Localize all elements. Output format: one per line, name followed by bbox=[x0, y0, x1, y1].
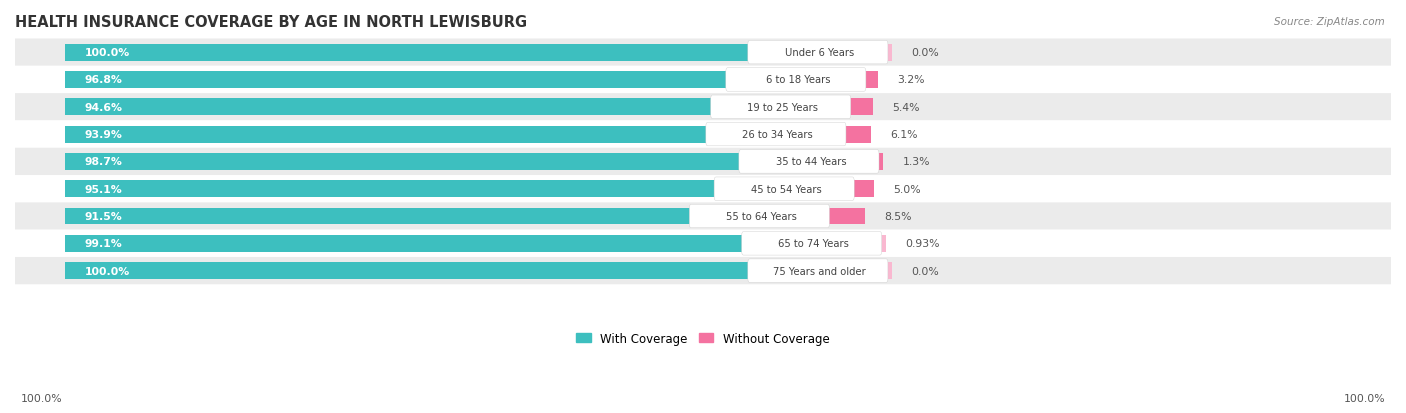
Bar bbox=[886, 263, 893, 280]
Text: 45 to 54 Years: 45 to 54 Years bbox=[751, 184, 821, 194]
FancyBboxPatch shape bbox=[748, 41, 889, 65]
Bar bbox=[66, 45, 754, 62]
FancyBboxPatch shape bbox=[725, 69, 866, 92]
FancyBboxPatch shape bbox=[714, 178, 855, 201]
Text: 100.0%: 100.0% bbox=[84, 48, 129, 58]
Text: 96.8%: 96.8% bbox=[84, 75, 122, 85]
Bar bbox=[828, 208, 865, 225]
Text: 0.93%: 0.93% bbox=[905, 239, 939, 249]
Text: 65 to 74 Years: 65 to 74 Years bbox=[778, 239, 849, 249]
Bar bbox=[852, 181, 875, 198]
Text: 91.5%: 91.5% bbox=[84, 211, 122, 221]
FancyBboxPatch shape bbox=[15, 39, 1391, 66]
Text: 93.9%: 93.9% bbox=[84, 130, 122, 140]
Bar bbox=[66, 263, 754, 280]
FancyBboxPatch shape bbox=[15, 66, 1391, 94]
Text: 19 to 25 Years: 19 to 25 Years bbox=[747, 102, 818, 112]
Text: 0.0%: 0.0% bbox=[911, 266, 939, 276]
Text: 75 Years and older: 75 Years and older bbox=[773, 266, 866, 276]
Text: 6 to 18 Years: 6 to 18 Years bbox=[765, 75, 830, 85]
FancyBboxPatch shape bbox=[710, 96, 851, 119]
Text: 6.1%: 6.1% bbox=[890, 130, 918, 140]
Bar bbox=[844, 126, 872, 143]
Text: 98.7%: 98.7% bbox=[84, 157, 122, 167]
FancyBboxPatch shape bbox=[748, 259, 889, 283]
Text: 100.0%: 100.0% bbox=[1343, 393, 1385, 403]
FancyBboxPatch shape bbox=[706, 123, 846, 147]
Text: 94.6%: 94.6% bbox=[84, 102, 122, 112]
Legend: With Coverage, Without Coverage: With Coverage, Without Coverage bbox=[572, 327, 834, 349]
Text: 100.0%: 100.0% bbox=[84, 266, 129, 276]
Bar bbox=[66, 181, 720, 198]
FancyBboxPatch shape bbox=[15, 121, 1391, 148]
Bar bbox=[865, 72, 879, 89]
Text: Under 6 Years: Under 6 Years bbox=[785, 48, 855, 58]
Text: Source: ZipAtlas.com: Source: ZipAtlas.com bbox=[1274, 17, 1385, 26]
Text: 8.5%: 8.5% bbox=[884, 211, 911, 221]
FancyBboxPatch shape bbox=[15, 94, 1391, 121]
Bar bbox=[66, 99, 716, 116]
Text: 26 to 34 Years: 26 to 34 Years bbox=[742, 130, 813, 140]
Text: HEALTH INSURANCE COVERAGE BY AGE IN NORTH LEWISBURG: HEALTH INSURANCE COVERAGE BY AGE IN NORT… bbox=[15, 15, 527, 30]
Bar bbox=[66, 154, 745, 171]
FancyBboxPatch shape bbox=[15, 176, 1391, 203]
Text: 99.1%: 99.1% bbox=[84, 239, 122, 249]
Bar bbox=[877, 154, 883, 171]
FancyBboxPatch shape bbox=[15, 257, 1391, 285]
FancyBboxPatch shape bbox=[15, 148, 1391, 176]
Bar bbox=[66, 126, 711, 143]
Bar bbox=[880, 235, 886, 252]
FancyBboxPatch shape bbox=[740, 150, 879, 174]
Bar bbox=[886, 45, 893, 62]
Text: 5.4%: 5.4% bbox=[891, 102, 920, 112]
FancyBboxPatch shape bbox=[741, 232, 882, 256]
Bar bbox=[849, 99, 873, 116]
Text: 3.2%: 3.2% bbox=[897, 75, 925, 85]
Text: 5.0%: 5.0% bbox=[893, 184, 921, 194]
Text: 95.1%: 95.1% bbox=[84, 184, 122, 194]
Text: 1.3%: 1.3% bbox=[903, 157, 929, 167]
Text: 35 to 44 Years: 35 to 44 Years bbox=[776, 157, 846, 167]
FancyBboxPatch shape bbox=[689, 205, 830, 228]
Bar bbox=[66, 208, 695, 225]
Text: 55 to 64 Years: 55 to 64 Years bbox=[725, 211, 797, 221]
Text: 0.0%: 0.0% bbox=[911, 48, 939, 58]
Bar bbox=[66, 72, 731, 89]
Bar bbox=[66, 235, 748, 252]
FancyBboxPatch shape bbox=[15, 203, 1391, 230]
Text: 100.0%: 100.0% bbox=[21, 393, 63, 403]
FancyBboxPatch shape bbox=[15, 230, 1391, 257]
